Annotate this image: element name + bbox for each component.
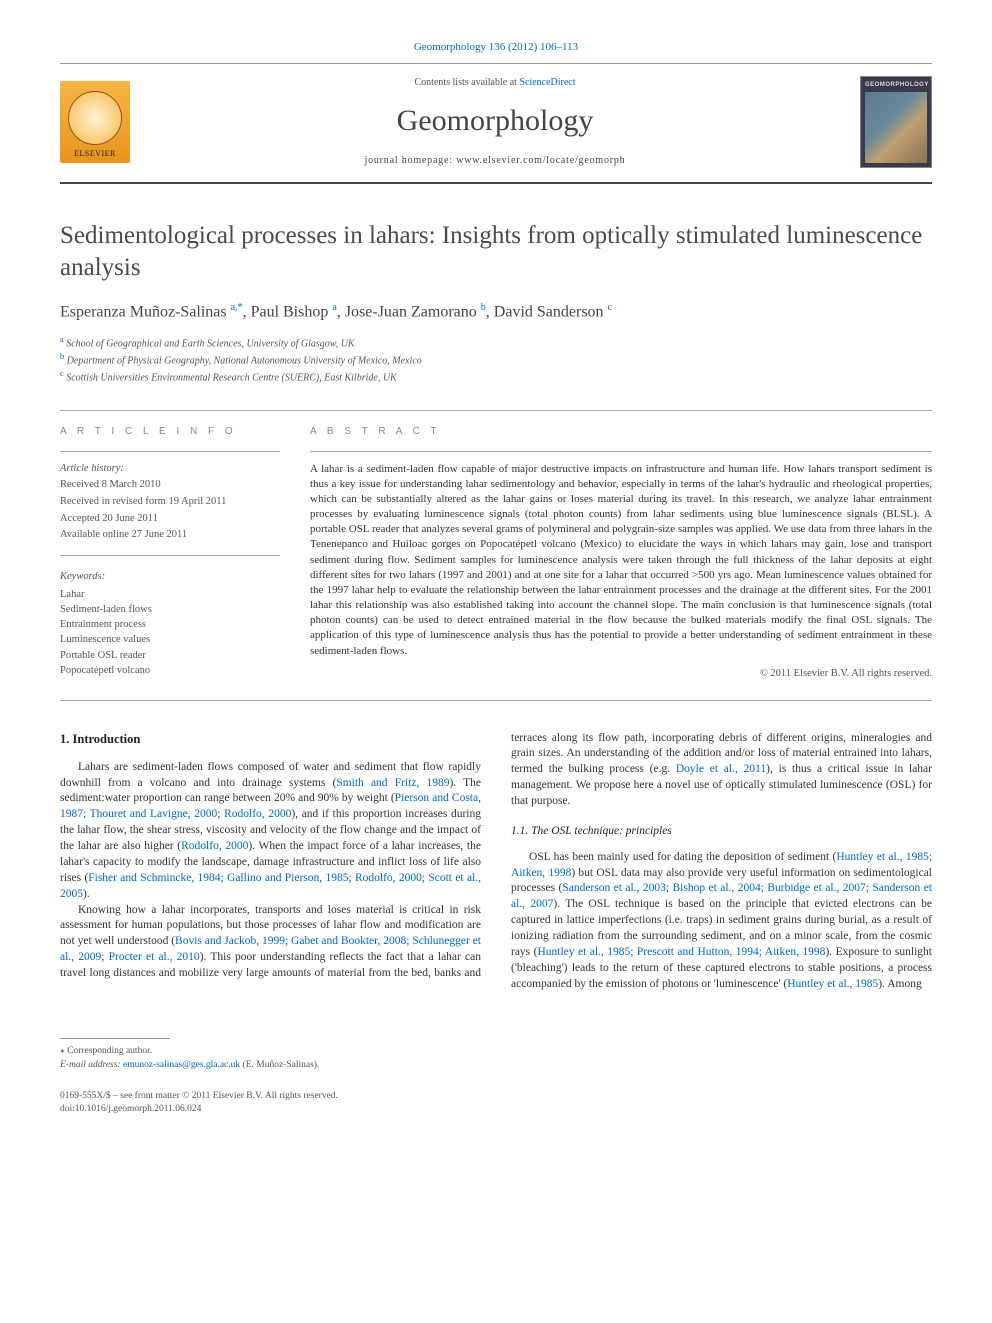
info-top-rule: [60, 410, 932, 411]
sd-prefix: Contents lists available at: [414, 77, 516, 88]
keyword-item: Luminescence values: [60, 632, 280, 647]
doi-line: doi:10.1016/j.geomorph.2011.06.024: [60, 1103, 932, 1116]
keyword-item: Portable OSL reader: [60, 648, 280, 663]
abstract-copyright: © 2011 Elsevier B.V. All rights reserved…: [310, 667, 932, 682]
affiliations-block: a School of Geographical and Earth Scien…: [60, 334, 932, 386]
reference-link[interactable]: Huntley et al., 1985: [787, 978, 878, 990]
keywords-rule: [60, 555, 280, 556]
cover-title: GEOMORPHOLOGY: [865, 81, 927, 89]
abstract-inner-rule: [310, 451, 932, 452]
body-text: OSL has been mainly used for dating the …: [529, 851, 836, 863]
elsevier-logo: ELSEVIER: [60, 81, 130, 163]
reference-link[interactable]: Fisher and Schmincke, 1984; Gallino and …: [60, 872, 481, 900]
top-rule: [60, 63, 932, 64]
history-item: Received in revised form 19 April 2011: [60, 495, 280, 510]
keyword-item: Sediment-laden flows: [60, 602, 280, 617]
keywords-list: LaharSediment-laden flowsEntrainment pro…: [60, 587, 280, 678]
legal-block: 0169-555X/$ – see front matter © 2011 El…: [60, 1090, 932, 1117]
elsevier-label: ELSEVIER: [74, 148, 116, 159]
keyword-item: Lahar: [60, 587, 280, 602]
homepage-label: journal homepage:: [365, 155, 453, 166]
footnotes-rule: [60, 1038, 170, 1039]
history-item: Received 8 March 2010: [60, 478, 280, 493]
corresponding-author-note: ⁎ Corresponding author.: [60, 1045, 932, 1058]
journal-header: ELSEVIER Contents lists available at Sci…: [60, 76, 932, 168]
journal-homepage: journal homepage: www.elsevier.com/locat…: [150, 154, 840, 168]
reference-link[interactable]: Huntley et al., 1985; Prescott and Hutto…: [537, 946, 825, 958]
history-item: Accepted 20 June 2011: [60, 512, 280, 527]
abstract-text: A lahar is a sediment-laden flow capable…: [310, 462, 932, 659]
body-paragraph: OSL has been mainly used for dating the …: [511, 850, 932, 993]
abstract-column: A B S T R A C T A lahar is a sediment-la…: [310, 425, 932, 682]
email-footnote: E-mail address: emunoz-salinas@ges.gla.a…: [60, 1059, 932, 1072]
elsevier-tree-icon: [68, 91, 122, 145]
affiliation-line: a School of Geographical and Earth Scien…: [60, 334, 932, 351]
info-inner-rule: [60, 451, 280, 452]
header-bottom-rule: [60, 182, 932, 184]
article-title: Sedimentological processes in lahars: In…: [60, 220, 932, 283]
history-item: Available online 27 June 2011: [60, 528, 280, 543]
doi-link[interactable]: 10.1016/j.geomorph.2011.06.024: [75, 1104, 202, 1114]
sciencedirect-link[interactable]: ScienceDirect: [519, 77, 575, 88]
article-history-list: Received 8 March 2010 Received in revised…: [60, 478, 280, 543]
body-two-column: 1. Introduction Lahars are sediment-lade…: [60, 731, 932, 993]
affiliation-line: b Department of Physical Geography, Nati…: [60, 351, 932, 368]
body-text: ).: [83, 888, 90, 900]
article-history-label: Article history:: [60, 462, 280, 477]
body-paragraph: Lahars are sediment-laden flows composed…: [60, 760, 481, 903]
authors-line: Esperanza Muñoz-Salinas a,*, Paul Bishop…: [60, 301, 932, 324]
keyword-item: Entrainment process: [60, 617, 280, 632]
info-abstract-row: A R T I C L E I N F O Article history: R…: [60, 425, 932, 682]
email-label: E-mail address:: [60, 1060, 121, 1070]
email-link[interactable]: emunoz-salinas@ges.gla.ac.uk: [123, 1060, 240, 1070]
abstract-label: A B S T R A C T: [310, 425, 932, 439]
subsection-heading-osl: 1.1. The OSL technique: principles: [511, 824, 932, 840]
issn-line: 0169-555X/$ – see front matter © 2011 El…: [60, 1090, 932, 1103]
affiliation-line: c Scottish Universities Environmental Re…: [60, 368, 932, 385]
reference-link[interactable]: Rodolfo, 2000: [181, 840, 248, 852]
cover-image-icon: [865, 92, 927, 164]
doi-label: doi:: [60, 1104, 75, 1114]
citation-link[interactable]: Geomorphology 136 (2012) 106–113: [60, 40, 932, 55]
keyword-item: Popocatépetl volcano: [60, 663, 280, 678]
section-heading-introduction: 1. Introduction: [60, 731, 481, 748]
body-text: ). Among: [878, 978, 921, 990]
reference-link[interactable]: Smith and Fritz, 1989: [336, 777, 449, 789]
journal-name: Geomorphology: [150, 100, 840, 142]
abstract-bottom-rule: [60, 700, 932, 701]
keywords-label: Keywords:: [60, 570, 280, 585]
journal-cover-thumbnail: GEOMORPHOLOGY: [860, 76, 932, 168]
homepage-url[interactable]: www.elsevier.com/locate/geomorph: [456, 155, 625, 166]
header-center: Contents lists available at ScienceDirec…: [130, 76, 860, 168]
article-info-label: A R T I C L E I N F O: [60, 425, 280, 439]
article-info-column: A R T I C L E I N F O Article history: R…: [60, 425, 280, 682]
email-name: (E. Muñoz-Salinas).: [243, 1060, 320, 1070]
reference-link[interactable]: Doyle et al., 2011: [676, 763, 766, 775]
sciencedirect-line: Contents lists available at ScienceDirec…: [150, 76, 840, 90]
